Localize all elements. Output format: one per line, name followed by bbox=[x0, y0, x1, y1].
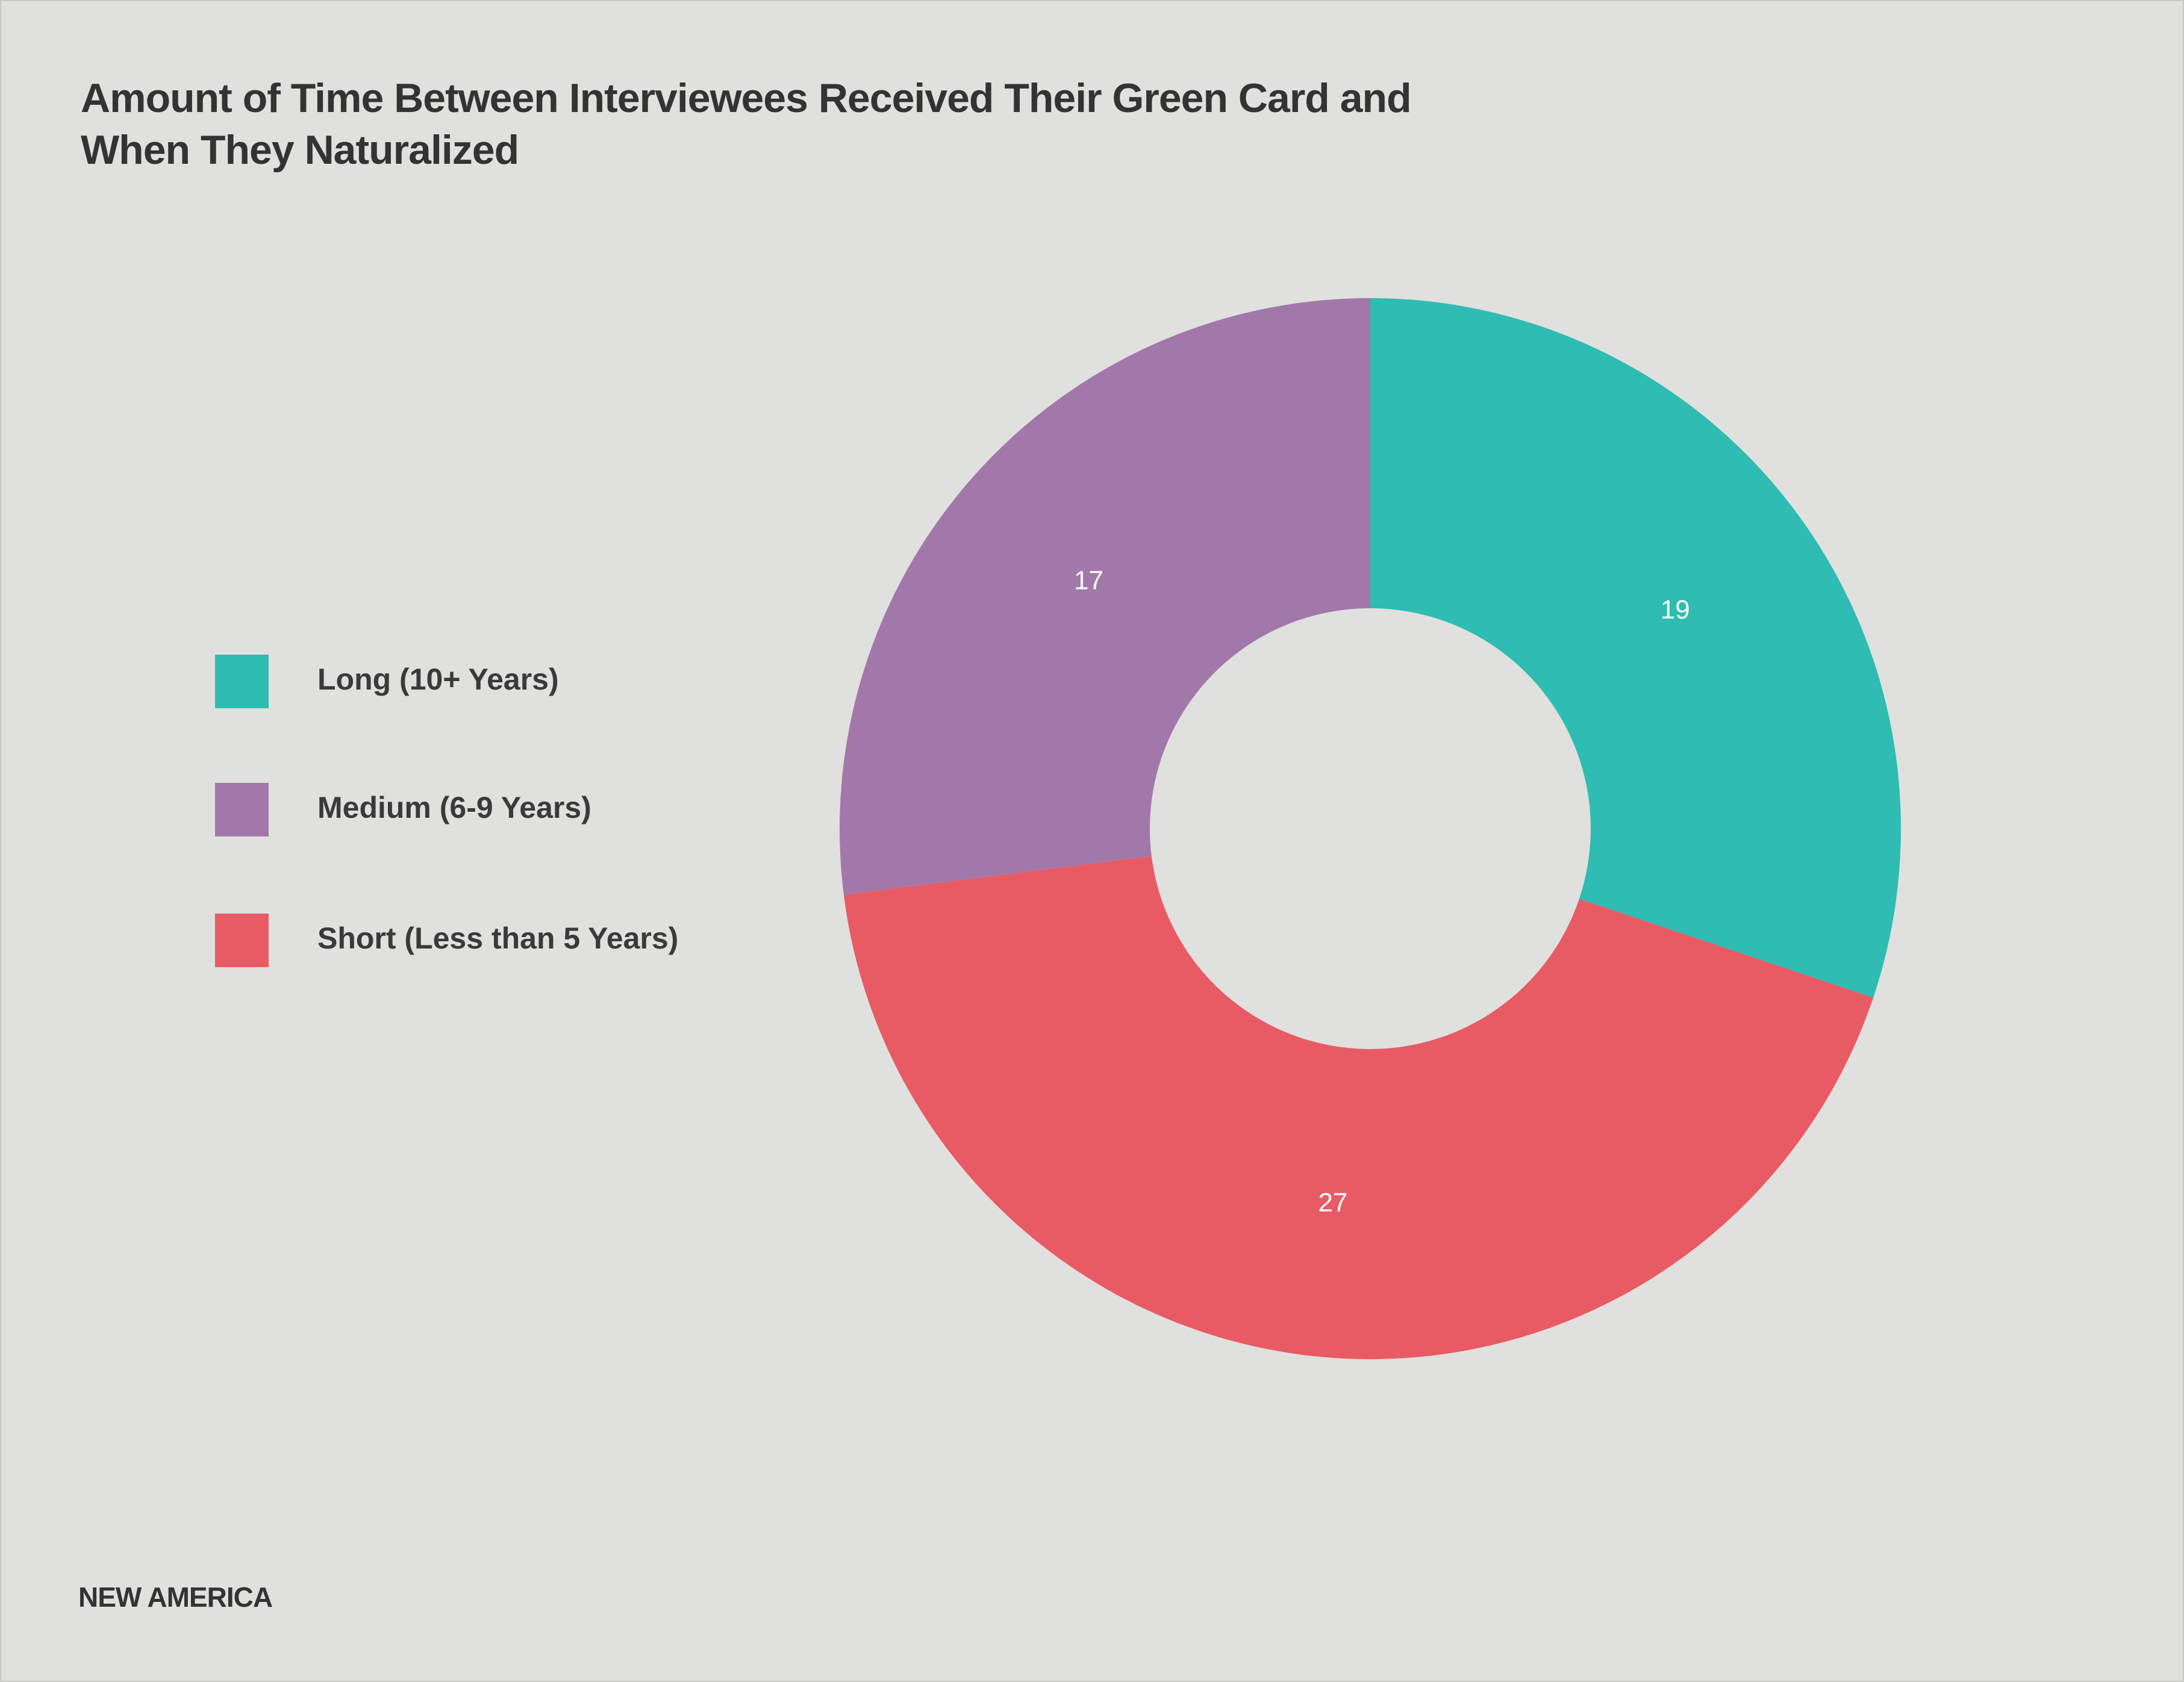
legend-item-medium: Medium (6-9 Years) bbox=[215, 783, 817, 837]
legend-label-medium: Medium (6-9 Years) bbox=[317, 791, 591, 824]
brand-logo: NEW AMERICA bbox=[78, 1581, 273, 1613]
chart-title-line-1: Amount of Time Between Interviewees Rece… bbox=[81, 75, 1412, 121]
legend-label-short: Short (Less than 5 Years) bbox=[317, 921, 679, 955]
donut-slice-long bbox=[1370, 298, 1902, 998]
data-label-short: 27 bbox=[1318, 1188, 1347, 1217]
legend-label-long: Long (10+ Years) bbox=[317, 662, 559, 696]
legend-swatch-long bbox=[215, 655, 269, 708]
legend-swatch-short bbox=[215, 914, 269, 967]
data-label-medium: 17 bbox=[1074, 565, 1103, 595]
legend-swatch-medium bbox=[215, 783, 269, 836]
chart-title: Amount of Time Between Interviewees Rece… bbox=[81, 72, 1647, 176]
legend-item-long: Long (10+ Years) bbox=[215, 655, 817, 709]
donut-slice-medium bbox=[840, 298, 1370, 895]
chart-title-line-2: When They Naturalized bbox=[81, 127, 519, 173]
data-label-long: 19 bbox=[1661, 595, 1690, 625]
donut-slice-short bbox=[843, 856, 1874, 1360]
legend-item-short: Short (Less than 5 Years) bbox=[215, 914, 817, 968]
